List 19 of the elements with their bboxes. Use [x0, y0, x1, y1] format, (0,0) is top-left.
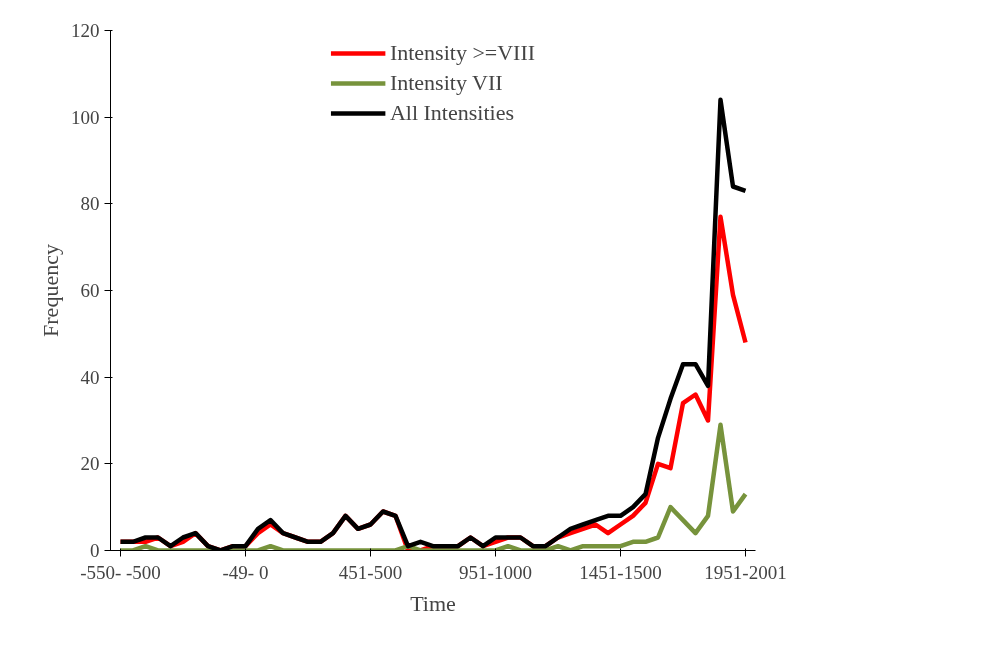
x-tick-label: 1451-1500 [579, 561, 662, 583]
x-tick-label: 451-500 [338, 561, 403, 583]
line-series [118, 422, 748, 551]
y-tick-label: 40 [80, 366, 100, 388]
x-tick-label: -550- -500 [80, 561, 161, 583]
x-axis-title: Time [410, 590, 456, 616]
legend-label: Intensity VII [389, 70, 503, 96]
y-tick-label: 80 [80, 193, 100, 215]
y-axis-title: Frequency [38, 244, 63, 337]
y-tick-label: 100 [71, 106, 100, 128]
x-tick-label: 951-1000 [459, 561, 532, 583]
y-tick-label: 20 [80, 453, 100, 475]
y-tick-label: 120 [71, 20, 100, 41]
legend-label: All Intensities [389, 100, 514, 126]
y-tick-label: 60 [80, 280, 100, 301]
y-tick-label: 0 [90, 540, 100, 561]
x-tick-label: -49- 0 [222, 561, 269, 583]
x-tick-label: 1951-2001 [704, 561, 787, 583]
legend-label: Intensity >=VIII [389, 40, 536, 66]
